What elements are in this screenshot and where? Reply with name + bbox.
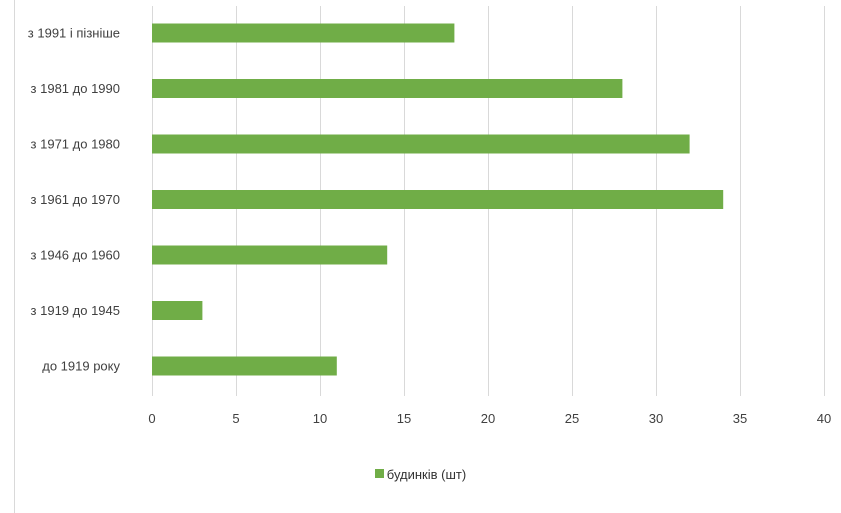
- bar: [152, 23, 455, 43]
- bar: [152, 356, 337, 376]
- category-label: з 1961 до 1970: [31, 192, 120, 207]
- legend-swatch: [374, 469, 384, 479]
- x-tick-label: 35: [733, 411, 747, 426]
- x-tick-label: 20: [481, 411, 495, 426]
- bar: [152, 79, 623, 98]
- bar: [152, 245, 388, 265]
- x-tick-label: 10: [313, 411, 327, 426]
- x-tick-label: 15: [397, 411, 411, 426]
- x-tick-label: 5: [232, 411, 239, 426]
- x-tick-labels: 0 5 10 15 20 25 30 35 40: [148, 411, 831, 426]
- legend-label: будинків (шт): [386, 467, 467, 483]
- x-tick-label: 30: [649, 411, 663, 426]
- category-label: з 1991 і пізніше: [28, 26, 120, 41]
- category-label: з 1981 до 1990: [31, 81, 120, 96]
- category-label: з 1946 до 1960: [31, 248, 120, 263]
- bar: [152, 190, 724, 209]
- x-tick-label: 40: [817, 411, 831, 426]
- category-label: до 1919 року: [42, 359, 120, 374]
- bars: [152, 23, 724, 376]
- bar: [152, 134, 690, 154]
- bar: [152, 301, 203, 320]
- category-label: з 1919 до 1945: [31, 303, 120, 318]
- x-tick-label: 25: [565, 411, 579, 426]
- x-tick-label: 0: [148, 411, 155, 426]
- category-label: з 1971 до 1980: [31, 137, 120, 152]
- legend: будинків (шт): [0, 466, 841, 482]
- left-border-line: [14, 0, 15, 513]
- gridlines: [152, 6, 825, 396]
- category-labels: з 1991 і пізніше з 1981 до 1990 з 1971 до …: [28, 26, 121, 374]
